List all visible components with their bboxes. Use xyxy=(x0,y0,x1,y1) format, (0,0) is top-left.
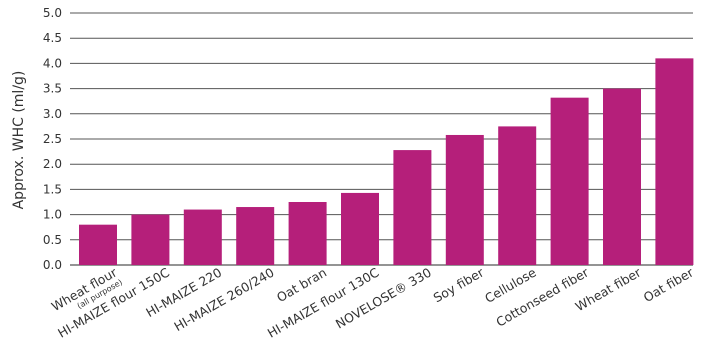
gridlines xyxy=(70,12,693,266)
bar xyxy=(79,224,117,265)
x-tick-label: Cottonseed fiber xyxy=(493,264,591,330)
bar xyxy=(393,150,432,265)
bar xyxy=(603,88,641,265)
x-axis-labels: Wheat flour(all purpose)HI-MAIZE flour 1… xyxy=(49,264,697,341)
bar xyxy=(550,97,589,265)
y-tick-label: 1.0 xyxy=(43,208,62,222)
bars xyxy=(79,58,694,266)
bar xyxy=(131,214,170,265)
y-tick-label: 3.0 xyxy=(43,107,62,121)
bar xyxy=(445,134,484,265)
bar xyxy=(236,207,275,265)
y-tick-label: 0.5 xyxy=(43,233,62,247)
category-label: NOVELOSE® 330 xyxy=(333,265,434,332)
x-tick-label: Soy fiber xyxy=(431,264,487,305)
category-label: HI-MAIZE 260/240 xyxy=(171,265,276,335)
category-label: Soy fiber xyxy=(431,264,487,305)
y-tick-label: 4.5 xyxy=(43,31,62,45)
y-tick-label: 4.0 xyxy=(43,56,62,70)
y-tick-label: 1.5 xyxy=(43,182,62,196)
y-axis-ticks: 0.0 0.5 1.0 1.5 2.0 2.5 3.0 3.5 4.0 4.5 5.0 xyxy=(43,6,62,272)
bar xyxy=(341,192,379,265)
bar xyxy=(183,209,222,265)
y-tick-label: 0.0 xyxy=(43,258,62,272)
y-axis-label: Approx. WHC (ml/g) xyxy=(11,71,27,210)
y-tick-label: 2.5 xyxy=(43,132,62,146)
bar xyxy=(655,58,694,265)
x-tick-label: NOVELOSE® 330 xyxy=(333,265,434,332)
y-tick-label: 2.0 xyxy=(43,157,62,171)
y-tick-label: 5.0 xyxy=(43,6,62,20)
bar xyxy=(498,126,537,266)
y-tick-label: 3.5 xyxy=(43,82,62,96)
category-label: Cottonseed fiber xyxy=(493,264,591,330)
bar xyxy=(288,202,327,265)
category-label: Oat fiber xyxy=(641,264,697,305)
x-tick-label: HI-MAIZE 260/240 xyxy=(171,265,276,335)
x-tick-label: Oat fiber xyxy=(641,264,697,305)
